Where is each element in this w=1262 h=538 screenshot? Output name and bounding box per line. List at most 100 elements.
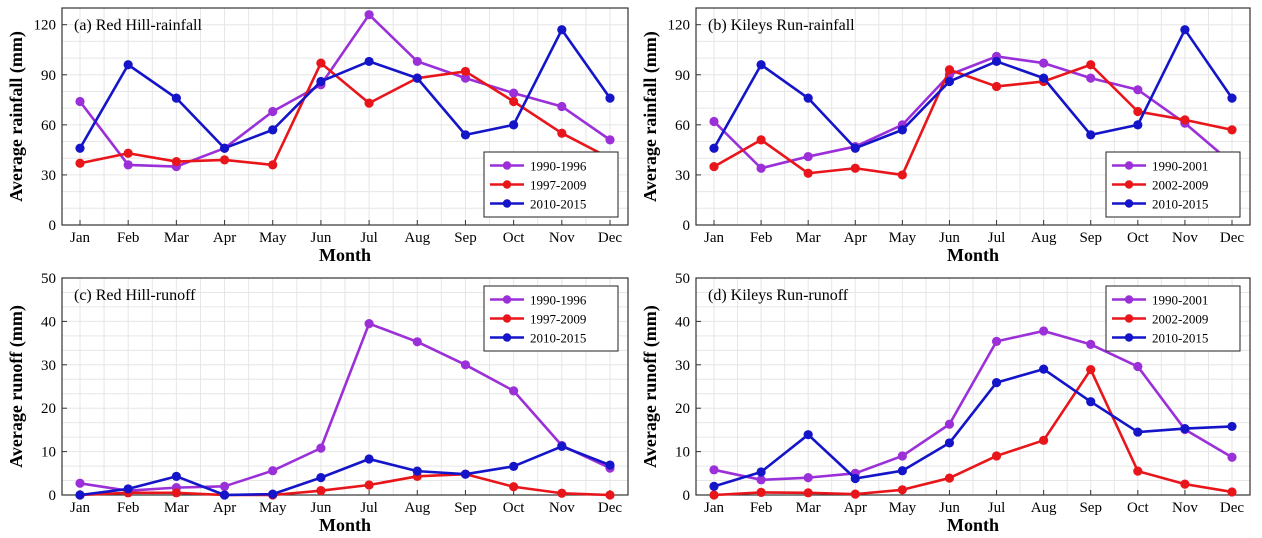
panel-1-series-2002-2009-point-may <box>897 170 907 180</box>
panel-3-series-1990-2001-point-mar <box>803 473 813 483</box>
panel-2-series-2010-2015-point-apr <box>219 490 230 500</box>
panel-3-series-2010-2015-point-feb <box>756 467 766 477</box>
panel-2-xtick-jul: Jul <box>360 500 378 516</box>
panel-3-xtick-may: May <box>889 500 917 516</box>
panel-3-series-2010-2015-line <box>713 367 1233 488</box>
panel-1-series-2002-2009-point-jun <box>944 65 955 75</box>
panel-1-series-2010-2015-point-nov <box>1180 25 1190 35</box>
panel-1-series-2010-2015-point-jan <box>709 143 719 153</box>
panel-0-xtick-jan: Jan <box>70 230 90 246</box>
panel-3-series-2002-2009-point-jun <box>944 473 955 483</box>
panel-0-series-1990-1996-point-nov <box>557 101 567 112</box>
panel-1-series-2010-2015-point-oct <box>1133 120 1143 130</box>
panel-2-ytick-20: 20 <box>41 401 56 417</box>
panel-1-series-2010-2015-point-jun <box>944 76 955 87</box>
panel-1-ytick-0: 0 <box>683 218 691 234</box>
panel-1-legend-label-2010-2015: 2010-2015 <box>1152 197 1208 212</box>
panel-3-series-2002-2009-point-feb <box>756 487 766 497</box>
panel-1-series-2010-2015-point-dec <box>1227 93 1237 103</box>
panel-1-frame <box>695 7 1251 226</box>
panel-2-series-1997-2009-point-nov <box>557 488 567 498</box>
panel-0-series-1997-2009-point-nov <box>557 128 567 138</box>
panel-1-ytick-30: 30 <box>675 168 690 184</box>
panel-1-series-2002-2009-point-jul <box>991 81 1002 92</box>
panel-2-xtick-aug: Aug <box>404 500 430 516</box>
panel-3-xtick-oct: Oct <box>1127 500 1149 516</box>
panel-2-series-1990-1996-point-apr <box>219 481 230 491</box>
panel-0-series-2010-2015-line <box>78 28 612 150</box>
panel-2-series-2010-2015-point-sep <box>460 469 471 479</box>
panel-3-ytick-50: 50 <box>675 271 690 287</box>
panel-2-xtick-jan: Jan <box>70 500 90 516</box>
panel-2-xtick-sep: Sep <box>454 500 477 516</box>
panel-1-series-1990-2001-point-sep <box>1086 73 1096 83</box>
panel-0-xtick-may: May <box>259 230 287 246</box>
panel-2-title: (c) Red Hill-runoff <box>74 287 196 304</box>
panel-3-series-2002-2009-point-dec <box>1227 487 1237 497</box>
panel-3-series-2002-2009-point-apr <box>850 489 860 499</box>
panel-3-series-1990-2001-point-jan <box>709 465 719 475</box>
panel-1-series-2002-2009-line <box>713 63 1233 177</box>
panel-3-legend-marker-2010-2015 <box>1124 333 1134 342</box>
panel-3-ylabel: Average runoff (mm) <box>640 305 661 468</box>
panel-1-xtick-jun: Jun <box>939 230 960 246</box>
panel-3-legend-marker-1990-2001 <box>1124 295 1134 304</box>
panel-0-series-1997-2009-point-jan <box>75 158 85 168</box>
panel-1-series-2002-2009-point-sep <box>1086 60 1096 70</box>
panel-1-legend-marker-1990-2001 <box>1124 161 1134 170</box>
panel-2-xtick-may: May <box>259 500 287 516</box>
panel-1-xtick-oct: Oct <box>1127 230 1149 246</box>
panel-3-legend-label-1990-2001: 1990-2001 <box>1152 293 1208 308</box>
panel-0-series-1997-2009-point-jul <box>364 98 374 108</box>
panel-3-series-2010-2015-point-mar <box>803 430 813 440</box>
panel-3-xlabel: Month <box>947 515 999 535</box>
panel-3-series-2002-2009-point-oct <box>1133 466 1143 476</box>
panel-2-series-1990-1996-point-jan <box>75 478 85 488</box>
panel-2-series-2010-2015-point-jun <box>316 473 326 483</box>
panel-1-series-2010-2015-point-sep <box>1086 130 1096 140</box>
panel-1-series-2002-2009-point-apr <box>850 163 860 173</box>
panel-2-ytick-0: 0 <box>49 488 57 504</box>
panel-1-ylabel: Average rainfall (mm) <box>640 31 661 202</box>
panel-0-xtick-aug: Aug <box>404 230 430 246</box>
panel-0-series-2010-2015-point-feb <box>123 60 133 70</box>
panel-0-series-2010-2015-point-oct <box>509 120 519 130</box>
panel-0-series-1997-2009-point-feb <box>123 148 133 158</box>
panel-2-series-1990-1996-point-sep <box>460 360 471 370</box>
panel-2-series-2010-2015-point-jan <box>75 490 85 500</box>
panel-0-ytick-90: 90 <box>41 68 56 84</box>
panel-0-series-1997-2009-point-mar <box>171 156 181 167</box>
panel-0-xtick-apr: Apr <box>213 230 236 246</box>
panel-0-legend-label-1990-1996: 1990-1996 <box>530 159 587 174</box>
panel-3-series-1990-2001-point-sep <box>1086 339 1096 350</box>
panel-2-legend-label-1990-1996: 1990-1996 <box>530 293 587 308</box>
panel-2-series-1997-2009-point-mar <box>171 488 181 498</box>
panel-3-series-2002-2009-point-jul <box>991 451 1002 461</box>
panel-3-xtick-jan: Jan <box>704 500 724 516</box>
panel-2-series-2010-2015-point-aug <box>412 466 422 476</box>
panel-1-ytick-120: 120 <box>668 18 691 34</box>
panel-2-legend-label-2010-2015: 2010-2015 <box>530 331 586 346</box>
panel-0-series-2010-2015-point-dec <box>605 93 615 103</box>
panel-3-series-1990-2001-point-jun <box>944 419 955 429</box>
panel-2-legend-marker-1997-2009 <box>502 314 512 323</box>
panel-0-series-2010-2015-point-nov <box>557 25 567 35</box>
panel-2-series-1990-1996-point-aug <box>412 337 422 347</box>
panel-1-xtick-aug: Aug <box>1031 230 1057 246</box>
panel-0-series-1997-2009-point-apr <box>219 155 230 165</box>
panel-1-series-2002-2009-point-nov <box>1180 115 1190 125</box>
panel-3-series-1990-2001-point-feb <box>756 475 766 485</box>
panel-0-series-2010-2015-point-may <box>268 125 278 135</box>
panel-0-series-1990-1996-point-feb <box>123 160 133 170</box>
panel-2-series-2010-2015-point-nov <box>557 441 567 451</box>
panel-2-series-1990-1996-point-jul <box>364 318 374 329</box>
panel-2-series-2010-2015-point-dec <box>605 460 615 470</box>
panel-1-xtick-mar: Mar <box>796 230 821 246</box>
panel-1-series-2002-2009-point-jan <box>709 161 719 172</box>
panel-0-series-1990-1996-point-oct <box>509 88 519 98</box>
panel-0-ytick-0: 0 <box>49 218 57 234</box>
panel-3-legend-marker-2002-2009 <box>1124 314 1134 323</box>
panel-1-series-2010-2015-line <box>712 28 1234 150</box>
panel-1-series-1990-2001-point-jan <box>709 116 719 127</box>
panel-0-xtick-sep: Sep <box>454 230 477 246</box>
